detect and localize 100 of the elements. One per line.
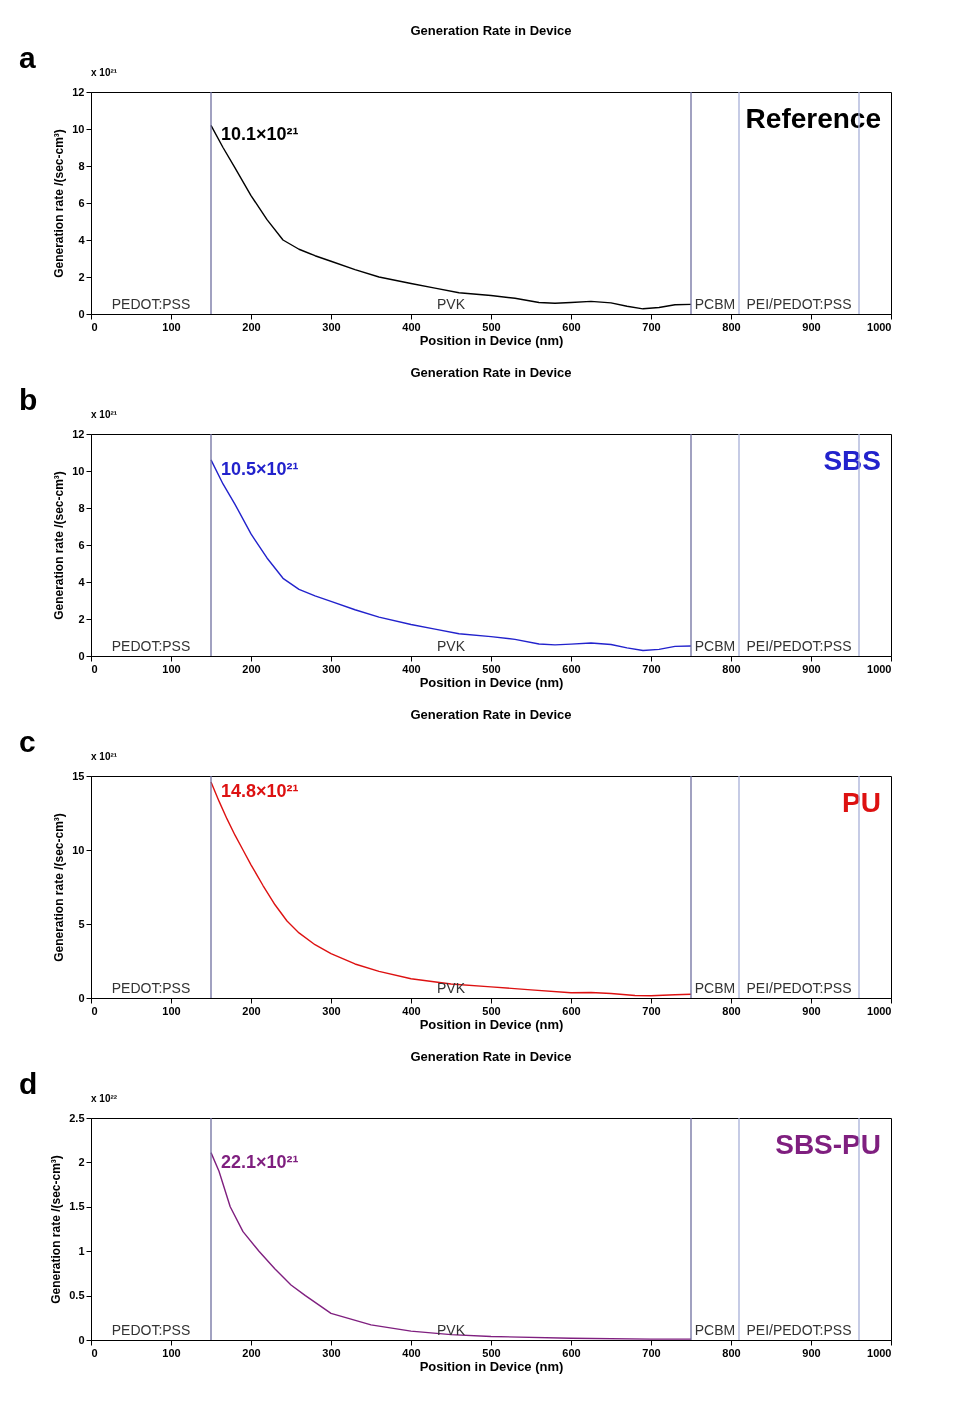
y-tick-label: 8: [78, 501, 85, 514]
y-tick-label: 5: [78, 917, 85, 930]
x-tick-label: 700: [642, 320, 661, 333]
y-tick-label: 8: [78, 159, 85, 172]
chart-title: Generation Rate in Device: [410, 1049, 572, 1064]
x-tick-label: 100: [162, 320, 181, 333]
annotation: 10.5×10²¹: [221, 458, 299, 479]
x-tick-label: 800: [722, 662, 741, 675]
annotation: PEDOT:PSS: [111, 1322, 191, 1338]
x-tick-label: 500: [482, 320, 501, 333]
y-axis-title: Generation rate /(sec-cm³): [52, 129, 67, 278]
annotation: 14.8×10²¹: [221, 780, 299, 801]
x-tick-label: 600: [562, 1346, 581, 1359]
line-series: [210, 781, 692, 997]
annotation: PCBM: [694, 296, 736, 312]
x-tick-label: 600: [562, 662, 581, 675]
x-tick-label: 700: [642, 1346, 661, 1359]
annotation: PVK: [436, 296, 466, 312]
x-tick-label: 700: [642, 662, 661, 675]
text: SBS-PU: [775, 1129, 881, 1160]
x-tick-label: 300: [322, 662, 341, 675]
annotation: PEI/PEDOT:PSS: [746, 1322, 852, 1338]
text: d: [19, 1067, 38, 1100]
text: c: [19, 725, 36, 758]
annotation: PVK: [436, 638, 466, 654]
x-axis-title: Position in Device (nm): [419, 674, 564, 690]
text: a: [19, 41, 36, 74]
x-tick-label: 900: [802, 1346, 821, 1359]
x-axis-title: Position in Device (nm): [419, 1016, 564, 1032]
y-tick-label: 10: [72, 843, 85, 856]
annotation: PCBM: [694, 638, 736, 654]
annotation: PCBM: [694, 980, 736, 996]
x-tick-label: 1000: [867, 320, 892, 333]
x-tick-label: 200: [242, 662, 261, 675]
y-tick-label: 2: [78, 1155, 85, 1168]
annotation: PVK: [436, 980, 466, 996]
y-tick-label: 0: [78, 307, 85, 320]
line-series: [210, 1151, 692, 1340]
chart-title: Generation Rate in Device: [410, 365, 572, 380]
x-tick-label: 500: [482, 1346, 501, 1359]
y-axis-title: Generation rate /(sec-cm³): [52, 471, 67, 620]
x-tick-label: 0: [91, 1004, 98, 1017]
x-tick-label: 800: [722, 1346, 741, 1359]
x-tick-label: 400: [402, 662, 421, 675]
text: SBS: [823, 445, 881, 476]
y-tick-label: 4: [78, 233, 86, 246]
x-tick-label: 200: [242, 1004, 261, 1017]
y-tick-label: 6: [78, 538, 85, 551]
x-tick-label: 100: [162, 1004, 181, 1017]
x-axis-title: Position in Device (nm): [419, 1358, 564, 1374]
y-tick-label: 12: [72, 85, 85, 98]
y-tick-label: 0: [78, 649, 85, 662]
y-tick-label: 12: [72, 427, 85, 440]
annotation: 10.1×10²¹: [221, 124, 299, 145]
y-axis-title: Generation rate /(sec-cm³): [49, 1155, 64, 1304]
text: PU: [842, 787, 881, 818]
line-series: [210, 459, 692, 652]
x-tick-label: 400: [402, 1004, 421, 1017]
annotation: 22.1×10²¹: [221, 1151, 299, 1172]
annotation: PCBM: [694, 1322, 736, 1338]
x-tick-label: 100: [162, 662, 181, 675]
x-tick-label: 400: [402, 320, 421, 333]
x-tick-label: 1000: [867, 1004, 892, 1017]
annotation: PEDOT:PSS: [111, 980, 191, 996]
y-tick-label: 2.5: [69, 1111, 85, 1124]
line-series: [210, 124, 692, 310]
annotation: PEDOT:PSS: [111, 638, 191, 654]
x-tick-label: 500: [482, 662, 501, 675]
x-axis-title: Position in Device (nm): [419, 332, 564, 348]
y-tick-label: 10: [72, 122, 85, 135]
x-tick-label: 0: [91, 662, 98, 675]
y-tick-label: 10: [72, 464, 85, 477]
x-tick-label: 300: [322, 1004, 341, 1017]
text: Reference: [745, 103, 881, 134]
x-tick-label: 900: [802, 320, 821, 333]
text: x 10²¹: [91, 67, 118, 78]
annotation: PVK: [436, 1322, 466, 1338]
x-tick-label: 900: [802, 662, 821, 675]
y-tick-label: 6: [78, 196, 85, 209]
x-tick-label: 800: [722, 320, 741, 333]
x-tick-label: 900: [802, 1004, 821, 1017]
x-tick-label: 200: [242, 320, 261, 333]
x-tick-label: 800: [722, 1004, 741, 1017]
y-tick-label: 0: [78, 1333, 85, 1346]
y-tick-label: 2: [78, 612, 85, 625]
text: x 10²¹: [91, 751, 118, 762]
x-tick-label: 400: [402, 1346, 421, 1359]
x-tick-label: 0: [91, 320, 98, 333]
x-tick-label: 200: [242, 1346, 261, 1359]
y-tick-label: 1: [78, 1244, 85, 1257]
text: x 10²²: [91, 1093, 118, 1104]
y-tick-label: 2: [78, 270, 85, 283]
x-tick-label: 300: [322, 1346, 341, 1359]
y-tick-label: 4: [78, 575, 86, 588]
x-tick-label: 600: [562, 320, 581, 333]
annotation: PEDOT:PSS: [111, 296, 191, 312]
x-tick-label: 300: [322, 320, 341, 333]
annotation: PEI/PEDOT:PSS: [746, 980, 852, 996]
y-tick-label: 1.5: [69, 1200, 85, 1213]
x-tick-label: 500: [482, 1004, 501, 1017]
